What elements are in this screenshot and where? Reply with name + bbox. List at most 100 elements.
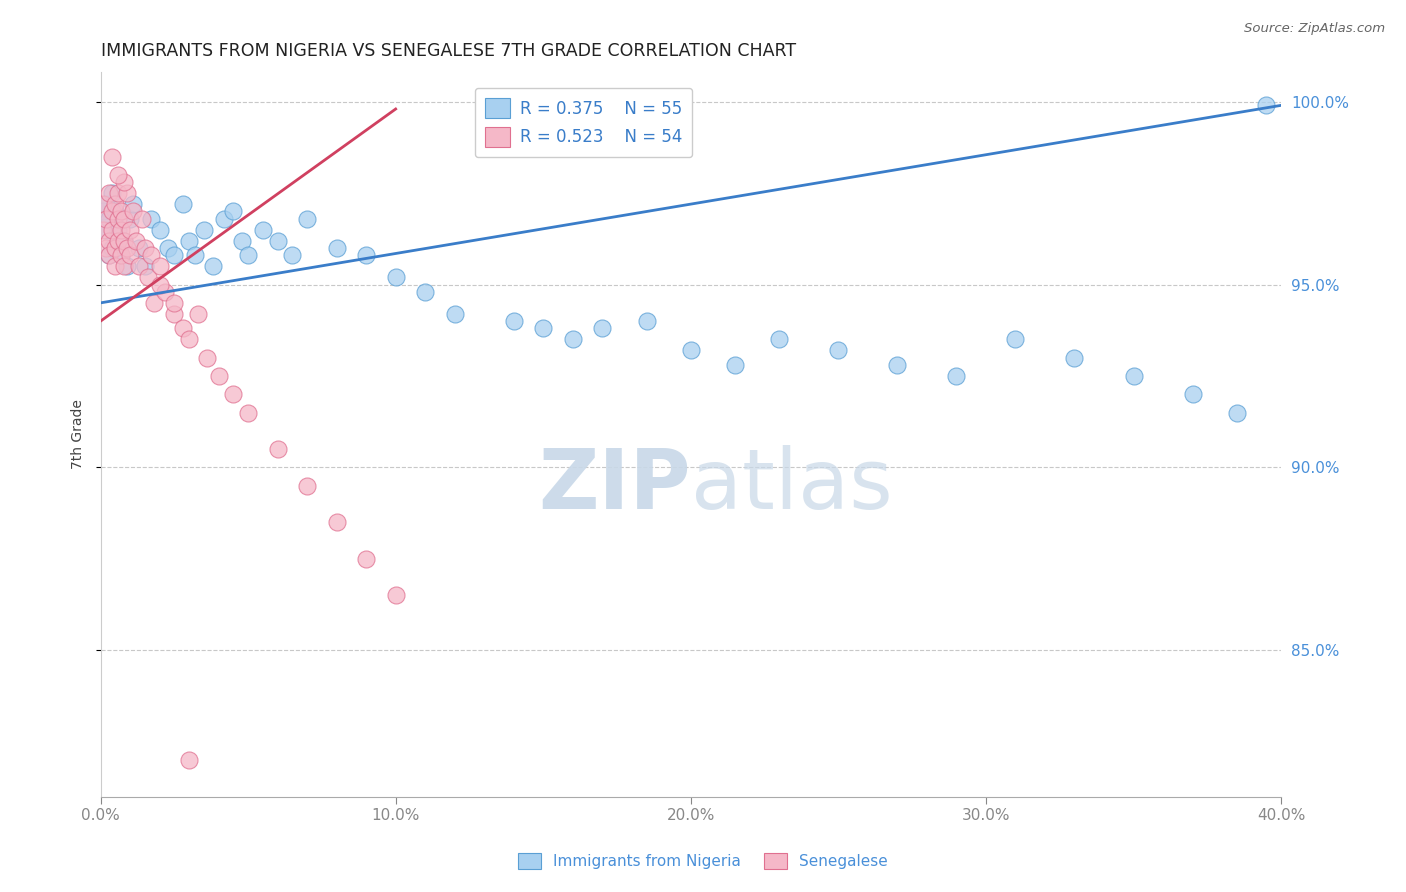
Point [184,248,207,262]
Point [163,296,186,310]
Point [266,442,288,457]
Point [101,241,124,255]
Point [768,333,790,347]
Point [886,358,908,372]
Point [93,223,115,237]
Point [231,234,253,248]
Point [1122,369,1144,384]
Point [134,241,156,255]
Point [98,234,121,248]
Point [214,211,236,226]
Point [110,248,132,262]
Point [142,296,165,310]
Y-axis label: 7th Grade: 7th Grade [72,400,86,469]
Point [110,223,132,237]
Point [945,369,967,384]
Point [128,241,150,255]
Text: Source: ZipAtlas.com: Source: ZipAtlas.com [1244,22,1385,36]
Point [112,234,135,248]
Text: IMMIGRANTS FROM NIGERIA VS SENEGALESE 7TH GRADE CORRELATION CHART: IMMIGRANTS FROM NIGERIA VS SENEGALESE 7T… [100,42,796,60]
Point [112,175,135,189]
Point [1181,387,1204,401]
Point [193,223,215,237]
Text: atlas: atlas [690,445,893,525]
Point [354,552,377,566]
Point [325,241,347,255]
Point [131,211,153,226]
Point [101,150,124,164]
Point [122,197,145,211]
Point [148,260,170,274]
Point [96,211,118,226]
Point [384,270,406,285]
Point [187,307,209,321]
Point [104,204,127,219]
Point [157,241,180,255]
Point [96,241,118,255]
Point [222,204,245,219]
Point [104,241,127,255]
Point [163,248,186,262]
Point [101,186,124,201]
Legend: Immigrants from Nigeria, Senegalese: Immigrants from Nigeria, Senegalese [512,847,894,875]
Point [177,753,200,767]
Point [107,234,129,248]
Point [679,343,702,358]
Legend: R = 0.375    N = 55, R = 0.523    N = 54: R = 0.375 N = 55, R = 0.523 N = 54 [475,88,692,157]
Point [236,248,259,262]
Point [148,223,170,237]
Point [531,321,554,335]
Point [172,197,194,211]
Point [148,277,170,292]
Point [1063,351,1085,365]
Point [122,204,145,219]
Point [101,204,124,219]
Point [107,168,129,182]
Text: ZIP: ZIP [538,445,690,525]
Point [295,479,318,493]
Point [252,223,274,237]
Point [98,186,121,201]
Point [1004,333,1026,347]
Point [104,260,127,274]
Point [98,248,121,262]
Point [112,234,135,248]
Point [125,234,148,248]
Point [502,314,524,328]
Point [163,307,186,321]
Point [1226,406,1249,420]
Point [236,406,259,420]
Point [98,211,121,226]
Point [266,234,288,248]
Point [724,358,747,372]
Point [118,223,141,237]
Point [177,234,200,248]
Point [1256,98,1278,112]
Point [155,285,177,299]
Point [443,307,465,321]
Point [118,211,141,226]
Point [591,321,613,335]
Point [107,211,129,226]
Point [104,197,127,211]
Point [413,285,436,299]
Point [112,211,135,226]
Point [134,260,156,274]
Point [107,223,129,237]
Point [201,260,224,274]
Point [128,260,150,274]
Point [93,204,115,219]
Point [827,343,849,358]
Point [110,248,132,262]
Point [93,197,115,211]
Point [561,333,583,347]
Point [115,260,138,274]
Point [115,241,138,255]
Point [136,270,159,285]
Point [195,351,218,365]
Point [118,248,141,262]
Point [101,223,124,237]
Point [139,211,162,226]
Point [281,248,304,262]
Point [107,186,129,201]
